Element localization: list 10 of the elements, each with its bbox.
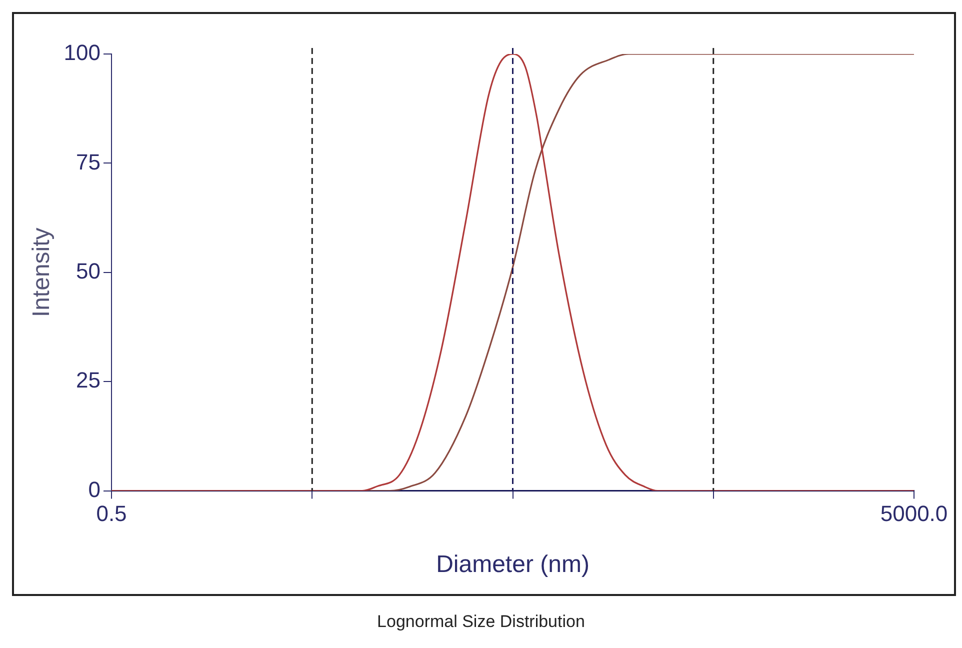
x-tick-label: 0.5 — [96, 501, 127, 526]
y-tick-label: 100 — [64, 40, 101, 66]
y-tick-label: 0 — [88, 476, 101, 502]
y-tick-label: 25 — [76, 368, 101, 393]
text: Lognormal Size Distribution — [376, 612, 586, 632]
x-axis-title: Diameter (nm) — [436, 551, 590, 578]
y-axis-title: Intensity — [28, 228, 56, 318]
x-tick-label: 5000.0 — [880, 501, 948, 526]
y-tick-label: 50 — [76, 258, 101, 284]
y-tick-label: 75 — [76, 149, 101, 174]
